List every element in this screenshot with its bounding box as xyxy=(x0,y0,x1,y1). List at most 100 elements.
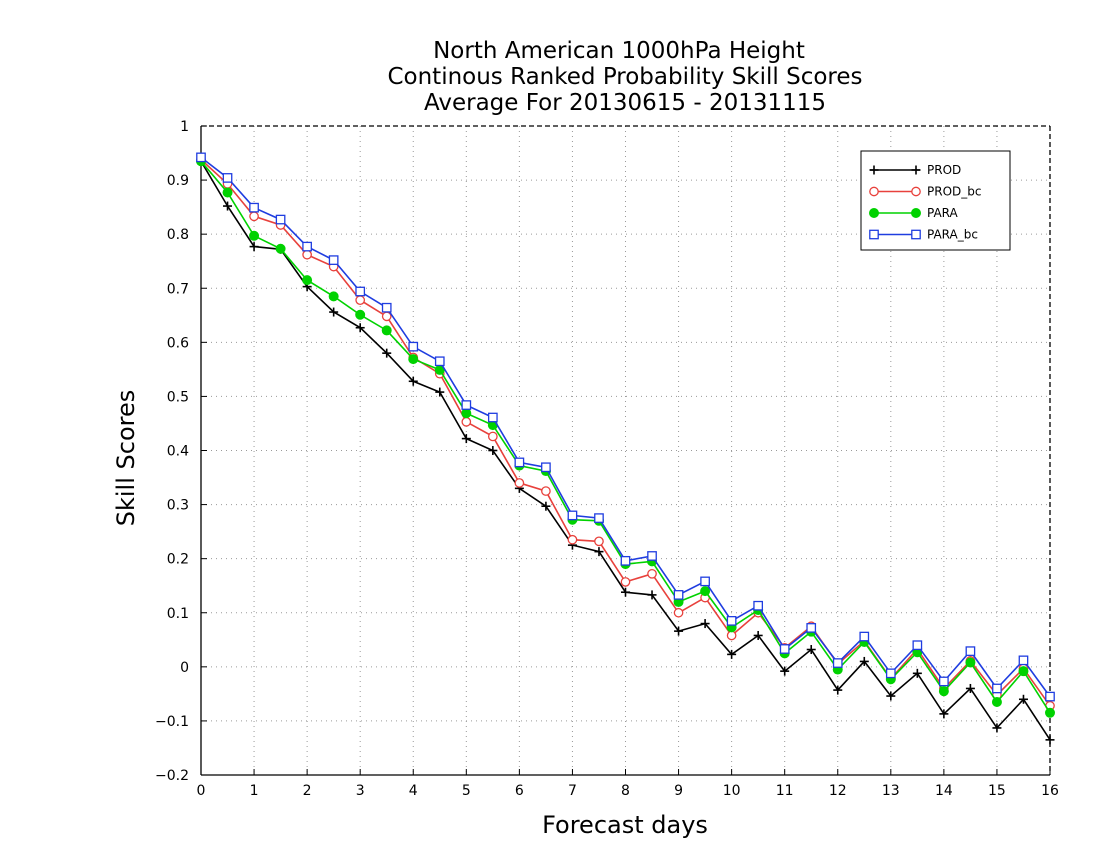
data-point-para xyxy=(302,275,313,286)
data-point-para-bc xyxy=(965,646,976,656)
data-point-para-bc xyxy=(302,241,312,252)
data-point-para-bc xyxy=(673,590,684,600)
data-point-prod xyxy=(992,723,1002,733)
data-point-para xyxy=(461,408,472,419)
x-tick-label: 15 xyxy=(988,783,1006,799)
x-tick-label: 4 xyxy=(409,783,418,799)
x-tick-label: 14 xyxy=(935,783,953,799)
legend-marker xyxy=(869,229,879,240)
legend-label: PARA xyxy=(927,206,959,220)
data-point-prod xyxy=(833,685,843,695)
data-point-prod xyxy=(435,387,445,397)
data-point-prod xyxy=(461,434,471,444)
legend-label: PROD xyxy=(927,163,961,177)
series-layer xyxy=(196,152,1055,745)
y-tick-label: 0.2 xyxy=(167,552,189,568)
legend-marker xyxy=(911,186,921,197)
data-point-prod-bc xyxy=(461,416,472,427)
x-tick-label: 2 xyxy=(303,783,312,799)
data-point-prod-bc xyxy=(620,577,631,587)
data-point-prod xyxy=(780,666,790,676)
data-point-prod xyxy=(1018,694,1028,704)
data-point-prod-bc xyxy=(541,486,551,496)
data-point-para-bc xyxy=(859,631,870,642)
legend-item-para: PARA xyxy=(869,206,959,220)
x-tick-label: 13 xyxy=(882,783,900,799)
data-point-prod xyxy=(700,619,710,629)
data-point-prod xyxy=(355,323,365,333)
legend-item-prod-bc: PROD_bc xyxy=(869,185,981,199)
y-tick-label: −0.1 xyxy=(155,714,189,730)
title-line-3: Average For 20130615 - 20131115 xyxy=(424,90,826,116)
data-point-para-bc xyxy=(355,286,366,297)
x-tick-label: 5 xyxy=(462,783,471,799)
legend-marker xyxy=(911,229,921,240)
data-point-prod xyxy=(541,501,551,511)
y-tick-label: 0.6 xyxy=(167,335,189,351)
legend-label: PROD_bc xyxy=(927,185,981,199)
data-point-para-bc xyxy=(328,255,339,265)
data-point-prod xyxy=(594,547,604,557)
data-point-prod xyxy=(382,348,392,358)
data-point-para-bc xyxy=(992,683,1002,694)
data-point-para xyxy=(1045,707,1055,718)
legend-label: PARA_bc xyxy=(927,228,978,242)
data-point-prod xyxy=(488,446,498,455)
data-point-prod-bc xyxy=(594,536,604,547)
x-tick-label: 12 xyxy=(829,783,847,799)
data-point-prod xyxy=(329,307,339,317)
data-point-prod xyxy=(912,668,922,678)
legend-box xyxy=(860,150,1011,251)
title-line-1: North American 1000hPa Height xyxy=(433,38,805,64)
data-point-para xyxy=(938,686,949,697)
data-point-para xyxy=(1018,666,1029,677)
legend-marker xyxy=(869,165,879,175)
axes: 0 1 2 3 4 5 6 7 8 9 10 11 12 13 14 15 16−0.2−0.100.10.20… xyxy=(155,119,1059,799)
data-point-para xyxy=(991,696,1002,707)
y-tick-label: 0.9 xyxy=(167,173,189,189)
data-point-para-bc xyxy=(461,400,472,410)
data-point-para-bc xyxy=(222,173,233,183)
data-point-prod xyxy=(1045,735,1055,745)
data-point-prod xyxy=(859,656,869,666)
data-point-prod xyxy=(806,645,816,655)
y-tick-label: 0 xyxy=(180,660,189,676)
data-point-para xyxy=(355,309,366,320)
y-axis-label: Skill Scores xyxy=(112,390,140,527)
data-point-para xyxy=(700,586,711,597)
data-point-para xyxy=(408,354,419,365)
data-point-para-bc xyxy=(1045,691,1055,702)
data-point-para-bc xyxy=(541,462,551,473)
data-point-para-bc xyxy=(832,658,843,668)
data-point-para-bc xyxy=(567,510,578,521)
x-axis-label: Forecast days xyxy=(542,811,708,839)
data-point-para-bc xyxy=(620,555,631,566)
data-point-prod-bc xyxy=(647,568,657,579)
data-point-para-bc xyxy=(726,616,737,626)
x-tick-label: 11 xyxy=(776,783,794,799)
x-tick-label: 7 xyxy=(568,783,577,799)
data-point-para-bc xyxy=(1018,655,1029,666)
data-point-para-bc xyxy=(779,644,790,654)
legend-marker xyxy=(911,165,921,175)
y-tick-label: 1 xyxy=(180,119,189,135)
data-point-para xyxy=(275,243,286,254)
data-point-prod-bc xyxy=(514,478,525,488)
data-point-para-bc xyxy=(647,551,657,561)
legend: PROD PROD_bc PARA PARA_bc xyxy=(860,150,1011,251)
x-tick-label: 8 xyxy=(621,783,630,799)
data-point-para-bc xyxy=(408,341,419,352)
data-point-prod xyxy=(223,201,233,211)
data-point-prod-bc xyxy=(673,607,684,618)
data-point-prod xyxy=(753,630,763,640)
y-tick-label: 0.5 xyxy=(167,389,189,405)
data-point-prod xyxy=(886,691,896,701)
data-point-para xyxy=(328,291,339,302)
data-point-para-bc xyxy=(434,356,445,367)
data-point-para xyxy=(222,187,233,198)
legend-item-prod: PROD xyxy=(869,163,961,177)
data-point-para-bc xyxy=(912,640,923,651)
data-point-prod xyxy=(621,587,630,597)
